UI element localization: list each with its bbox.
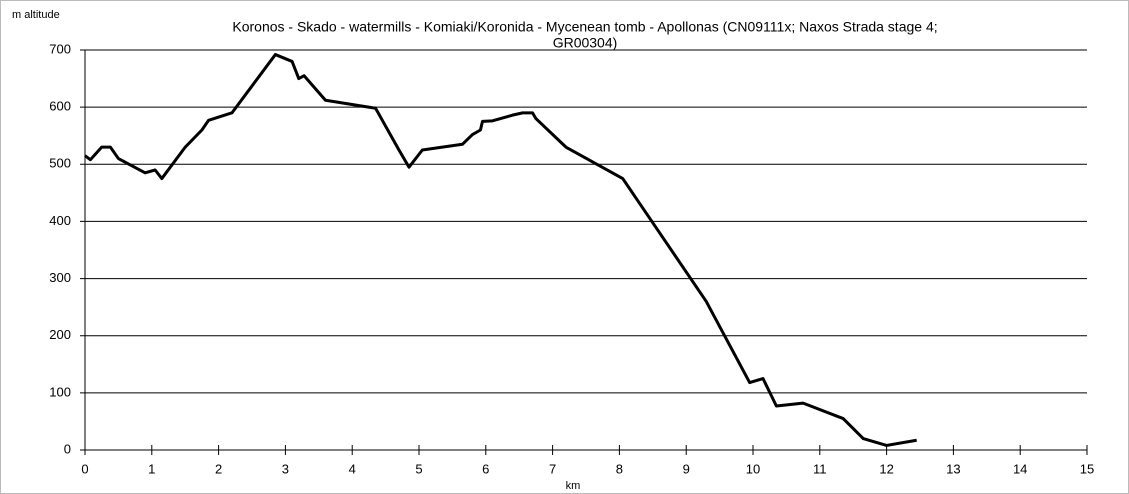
line-series	[84, 53, 917, 447]
y-tick-label: 700	[49, 41, 71, 56]
y-tick-label: 400	[49, 213, 71, 228]
x-tick-label: 7	[549, 461, 556, 476]
x-tick-label: 10	[746, 461, 760, 476]
y-tick-label: 300	[49, 270, 71, 285]
chart-title: GR00304)	[553, 35, 618, 51]
x-tick-label: 0	[81, 461, 88, 476]
x-tick-label: 1	[148, 461, 155, 476]
x-tick-label: 3	[282, 461, 289, 476]
x-tick-label: 14	[1013, 461, 1027, 476]
x-tick-label: 9	[683, 461, 690, 476]
y-tick-label: 600	[49, 99, 71, 114]
x-tick-label: 8	[616, 461, 623, 476]
x-tick-label: 5	[415, 461, 422, 476]
y-axis-label: m altitude	[12, 9, 60, 21]
x-tick-label: 11	[813, 461, 827, 476]
y-tick-label: 100	[49, 384, 71, 399]
y-tick-label: 500	[49, 156, 71, 171]
chart-title: Koronos - Skado - watermills - Komiaki/K…	[232, 19, 937, 35]
x-tick-label: 13	[946, 461, 960, 476]
x-axis-label: km	[566, 480, 581, 492]
x-tick-label: 4	[349, 461, 356, 476]
y-tick-label: 0	[64, 441, 71, 456]
x-tick-label: 2	[215, 461, 222, 476]
x-tick-label: 15	[1080, 461, 1094, 476]
y-tick-label: 200	[49, 327, 71, 342]
x-tick-label: 12	[879, 461, 893, 476]
x-tick-label: 6	[482, 461, 489, 476]
